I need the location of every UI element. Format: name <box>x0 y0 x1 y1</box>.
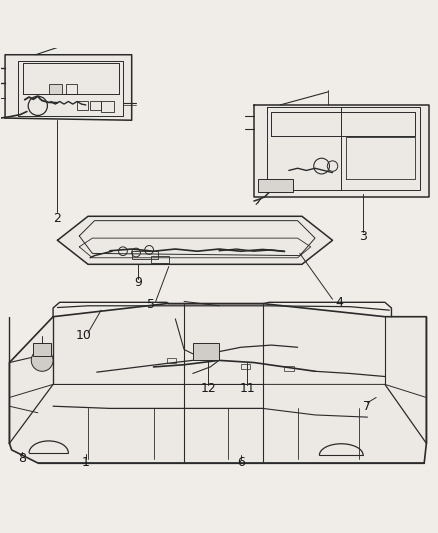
Text: 10: 10 <box>76 329 92 342</box>
Text: 8: 8 <box>18 452 26 465</box>
FancyBboxPatch shape <box>33 343 51 356</box>
Circle shape <box>31 350 53 372</box>
FancyBboxPatch shape <box>193 343 219 360</box>
Text: 11: 11 <box>240 382 255 395</box>
Text: 6: 6 <box>237 456 245 469</box>
Text: 9: 9 <box>134 276 142 289</box>
Text: 7: 7 <box>364 400 371 413</box>
Text: 4: 4 <box>335 296 343 309</box>
Polygon shape <box>254 105 428 197</box>
FancyBboxPatch shape <box>258 179 293 192</box>
Text: 12: 12 <box>200 382 216 395</box>
Polygon shape <box>57 216 332 264</box>
FancyBboxPatch shape <box>49 84 62 94</box>
Polygon shape <box>10 304 426 463</box>
Text: 1: 1 <box>82 456 90 469</box>
Text: 3: 3 <box>359 230 367 243</box>
Polygon shape <box>5 55 132 120</box>
Text: 5: 5 <box>147 298 155 311</box>
Text: 2: 2 <box>53 212 61 225</box>
